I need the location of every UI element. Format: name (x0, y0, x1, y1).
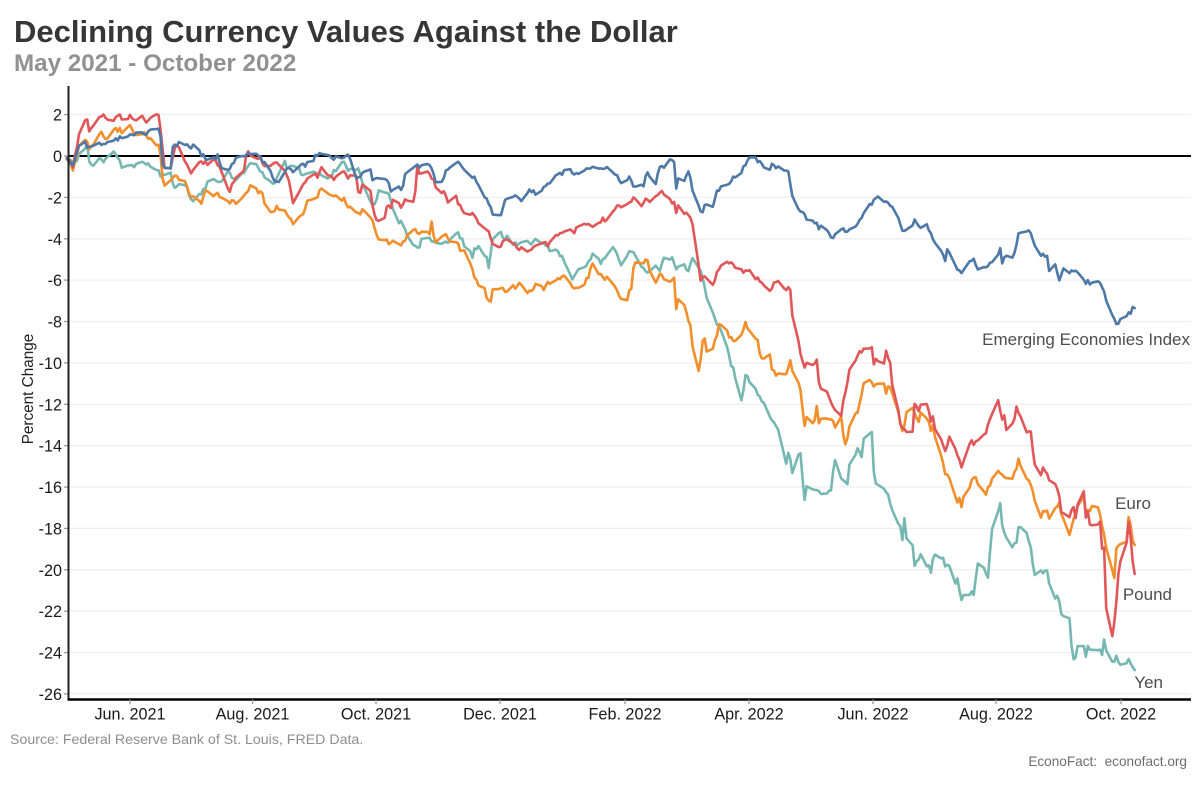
svg-text:Euro: Euro (1115, 494, 1151, 513)
svg-text:-24: -24 (39, 645, 62, 663)
svg-text:Oct. 2022: Oct. 2022 (1086, 706, 1156, 724)
svg-text:-26: -26 (39, 686, 62, 704)
svg-text:Yen: Yen (1134, 673, 1163, 692)
svg-text:-10: -10 (39, 355, 62, 373)
svg-text:-8: -8 (48, 314, 62, 332)
svg-text:-20: -20 (39, 562, 62, 580)
svg-text:Aug. 2021: Aug. 2021 (216, 706, 290, 724)
svg-text:Oct. 2021: Oct. 2021 (341, 706, 411, 724)
svg-text:Declining Currency Values Agai: Declining Currency Values Against the Do… (14, 14, 678, 49)
svg-text:-2: -2 (48, 189, 62, 207)
svg-text:Source: Federal Reserve Bank o: Source: Federal Reserve Bank of St. Loui… (10, 732, 363, 748)
svg-text:-12: -12 (39, 396, 62, 414)
svg-text:2: 2 (53, 107, 62, 125)
svg-text:-16: -16 (39, 479, 62, 497)
svg-text:Pound: Pound (1123, 585, 1172, 604)
svg-text:Feb. 2022: Feb. 2022 (589, 706, 662, 724)
svg-text:Jun. 2021: Jun. 2021 (94, 706, 165, 724)
svg-text:-4: -4 (48, 231, 62, 249)
svg-text:-18: -18 (39, 520, 62, 538)
svg-text:EconoFact: econofact.org: EconoFact: econofact.org (1028, 754, 1187, 769)
svg-text:Dec. 2021: Dec. 2021 (463, 706, 537, 724)
svg-text:May 2021 - October 2022: May 2021 - October 2022 (14, 50, 296, 77)
svg-text:Apr. 2022: Apr. 2022 (714, 706, 783, 724)
svg-text:-22: -22 (39, 603, 62, 621)
svg-text:Emerging Economies Index: Emerging Economies Index (982, 330, 1190, 349)
svg-text:-14: -14 (39, 438, 62, 456)
svg-text:-6: -6 (48, 272, 62, 290)
svg-text:Aug. 2022: Aug. 2022 (959, 706, 1033, 724)
svg-text:Jun. 2022: Jun. 2022 (837, 706, 908, 724)
svg-text:Percent Change: Percent Change (20, 334, 37, 445)
svg-text:0: 0 (53, 148, 62, 166)
